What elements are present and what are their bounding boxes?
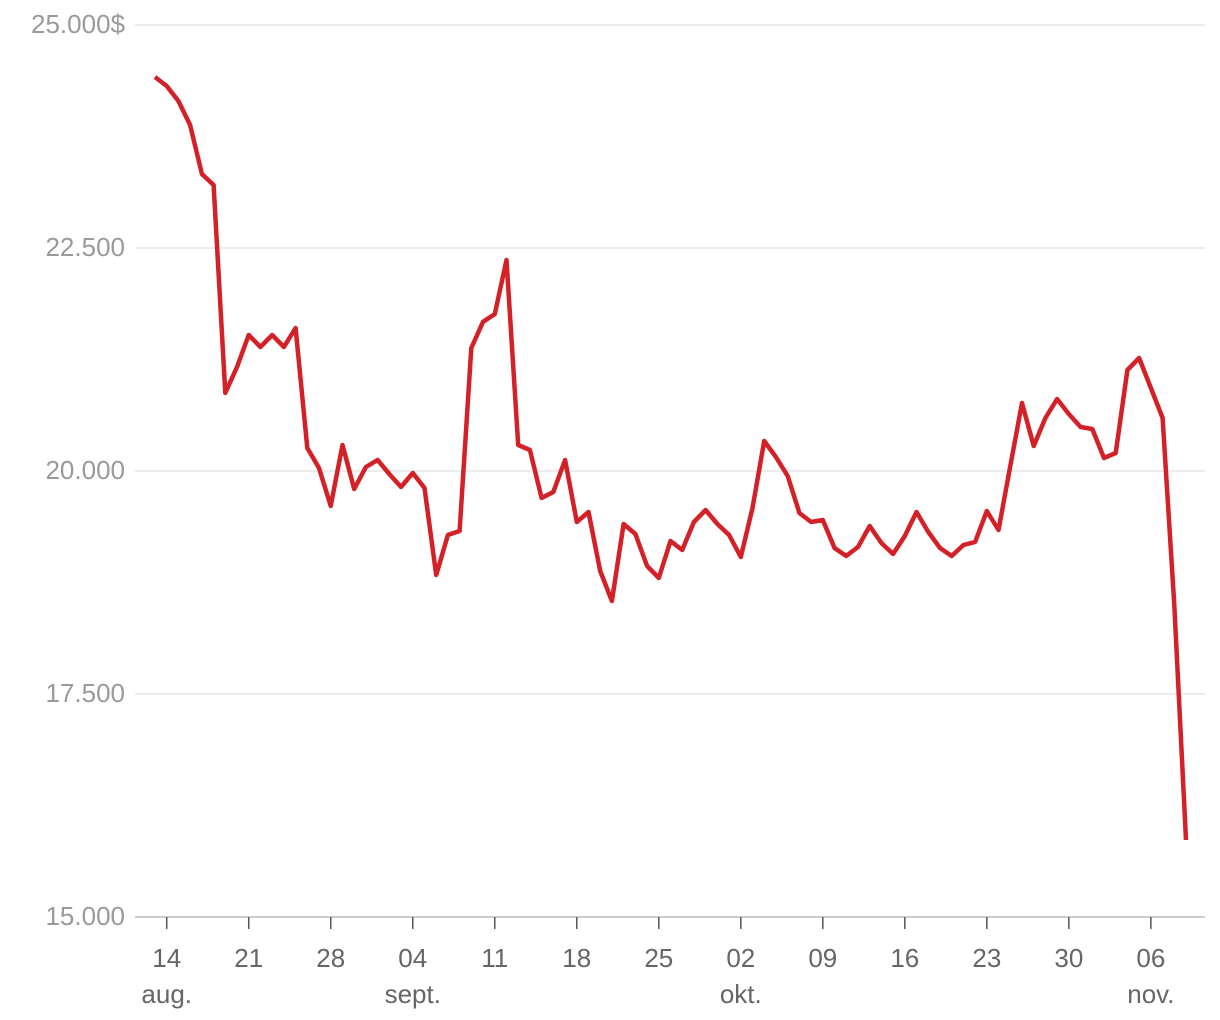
x-tick-label: 04 [398,943,427,973]
x-tick-label: 16 [890,943,919,973]
line [153,75,1189,841]
x-tick-label: 06 [1136,943,1165,973]
x-tick-label: 14 [152,943,181,973]
y-tick-label: 17.500 [45,678,125,708]
x-tick-label: 18 [562,943,591,973]
x-tick-label: 11 [481,943,508,973]
x-tick-label: 25 [644,943,673,973]
x-tick-label: 09 [808,943,837,973]
x-tick-label: 28 [316,943,345,973]
y-tick-label: 25.000$ [31,9,126,39]
month-label: okt. [720,979,762,1009]
x-tick-label: 30 [1054,943,1083,973]
y-tick-label: 15.000 [45,901,125,931]
y-tick-label: 20.000 [45,455,125,485]
month-label: aug. [141,979,192,1009]
month-label: sept. [385,979,441,1009]
x-tick-label: 02 [726,943,755,973]
month-label: nov. [1127,979,1174,1009]
x-tick-label: 21 [234,943,263,973]
x-tick-label: 23 [972,943,1001,973]
y-tick-label: 22.500 [45,232,125,262]
